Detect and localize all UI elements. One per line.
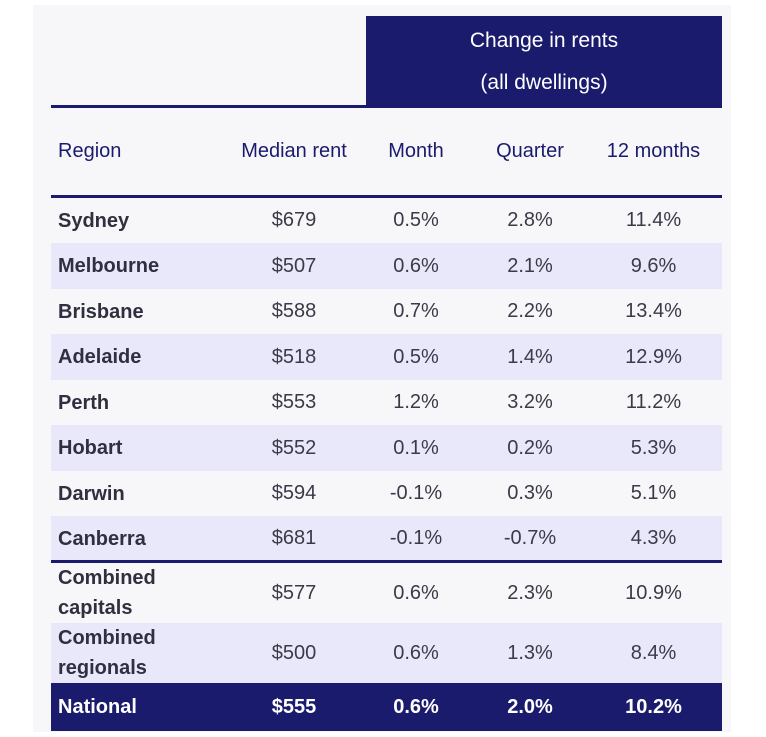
- quarter-change: 2.3%: [507, 581, 553, 604]
- month-change: 0.6%: [393, 641, 439, 664]
- header-quarter: Quarter: [496, 139, 564, 162]
- annual-change: 5.3%: [630, 436, 677, 459]
- annual-change: 12.9%: [625, 345, 682, 368]
- median-rent: $681: [271, 527, 317, 549]
- median-rent: $555: [271, 695, 317, 718]
- annual-change: 8.4%: [630, 641, 677, 664]
- column-group-subtitle: (all dwellings): [480, 71, 608, 94]
- quarter-change: 1.4%: [507, 345, 553, 368]
- region-name: Combined capitals: [58, 567, 156, 619]
- quarter-change: -0.7%: [503, 527, 557, 549]
- median-rent: $507: [271, 254, 317, 277]
- annual-change: 5.1%: [630, 482, 677, 504]
- annual-change: 11.2%: [625, 391, 682, 413]
- month-change: 0.6%: [393, 581, 439, 604]
- table-row: Canberra $681 -0.1% -0.7% 4.3%: [51, 516, 722, 561]
- table-row: Sydney $679 0.5% 2.8% 11.4%: [51, 198, 722, 243]
- table-row: Hobart $552 0.1% 0.2% 5.3%: [51, 425, 722, 471]
- region-name: Sydney: [58, 209, 130, 232]
- header-12-months: 12 months: [606, 139, 701, 162]
- table-row: Combined capitals $577 0.6% 2.3% 10.9%: [51, 563, 722, 623]
- quarter-change: 0.3%: [507, 482, 553, 504]
- month-change: 0.5%: [393, 209, 439, 231]
- table-row: Combined regionals $500 0.6% 1.3% 8.4%: [51, 623, 722, 683]
- table-row: Adelaide $518 0.5% 1.4% 12.9%: [51, 334, 722, 380]
- annual-change: 10.2%: [625, 695, 682, 718]
- region-name: Hobart: [58, 437, 123, 459]
- median-rent: $518: [271, 345, 317, 368]
- median-rent: $577: [271, 581, 317, 604]
- column-group-title: Change in rents: [469, 29, 619, 52]
- month-change: 1.2%: [393, 391, 439, 413]
- month-change: 0.6%: [393, 254, 439, 277]
- column-group-header: Change in rents (all dwellings): [366, 16, 722, 108]
- table-row: Darwin $594 -0.1% 0.3% 5.1%: [51, 471, 722, 516]
- table-row: Brisbane $588 0.7% 2.2% 13.4%: [51, 289, 722, 334]
- month-change: 0.6%: [393, 695, 439, 718]
- month-change: -0.1%: [389, 527, 443, 549]
- annual-change: 11.4%: [625, 209, 682, 231]
- annual-change: 9.6%: [630, 254, 677, 277]
- region-name: National: [58, 696, 137, 718]
- region-name: Perth: [58, 391, 110, 414]
- quarter-change: 2.2%: [507, 300, 553, 322]
- region-name: Brisbane: [58, 300, 144, 323]
- quarter-change: 0.2%: [507, 436, 553, 459]
- region-name: Darwin: [58, 482, 125, 505]
- quarter-change: 3.2%: [507, 391, 553, 413]
- national-total-row: National $555 0.6% 2.0% 10.2%: [51, 683, 722, 731]
- median-rent: $594: [271, 482, 317, 504]
- annual-change: 10.9%: [625, 581, 682, 604]
- region-name: Canberra: [58, 527, 146, 550]
- quarter-change: 1.3%: [507, 641, 553, 664]
- median-rent: $500: [271, 641, 317, 664]
- column-header-row: Region Median rent Month Quarter 12 mont…: [51, 118, 722, 184]
- annual-change: 4.3%: [630, 527, 677, 549]
- table-row: Perth $553 1.2% 3.2% 11.2%: [51, 380, 722, 425]
- median-rent: $553: [271, 391, 317, 413]
- header-month: Month: [388, 139, 444, 162]
- median-rent: $588: [271, 300, 317, 322]
- header-top-rule: [51, 105, 366, 108]
- median-rent: $679: [271, 209, 317, 231]
- region-name: Melbourne: [58, 255, 160, 277]
- month-change: 0.7%: [393, 300, 439, 322]
- region-name: Adelaide: [58, 346, 142, 368]
- median-rent: $552: [271, 436, 317, 459]
- header-region: Region: [58, 140, 122, 162]
- month-change: 0.1%: [393, 436, 439, 459]
- quarter-change: 2.1%: [507, 254, 553, 277]
- quarter-change: 2.8%: [507, 209, 553, 231]
- header-bottom-rule: [51, 195, 722, 198]
- annual-change: 13.4%: [625, 300, 682, 322]
- month-change: 0.5%: [393, 345, 439, 368]
- region-name: Combined regionals: [58, 627, 156, 679]
- month-change: -0.1%: [389, 482, 443, 504]
- combined-section-rule: [51, 560, 722, 563]
- header-median-rent: Median rent: [241, 139, 347, 162]
- quarter-change: 2.0%: [507, 695, 553, 718]
- table-row: Melbourne $507 0.6% 2.1% 9.6%: [51, 243, 722, 289]
